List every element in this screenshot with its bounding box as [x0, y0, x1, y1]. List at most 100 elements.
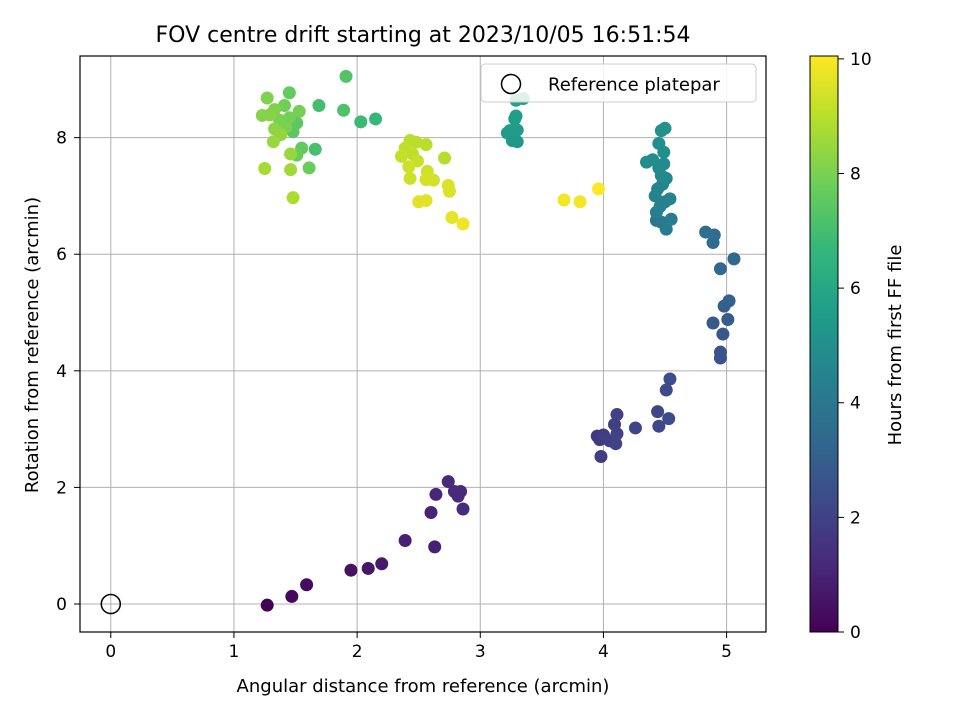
colorbar-tick-label: 0	[850, 623, 861, 643]
x-tick-label: 0	[105, 642, 116, 662]
data-point	[664, 212, 678, 226]
data-point	[451, 489, 465, 503]
data-point	[426, 173, 440, 187]
data-point	[258, 162, 272, 176]
data-point	[398, 533, 412, 547]
data-point	[573, 195, 587, 209]
data-point	[403, 171, 417, 185]
data-point	[592, 182, 606, 196]
x-tick-label: 2	[352, 642, 363, 662]
data-point	[716, 327, 730, 341]
colorbar-ticks: 0 2 4 6 8 10	[838, 50, 872, 643]
data-point	[659, 383, 673, 397]
data-point	[652, 419, 666, 433]
data-point	[651, 405, 665, 419]
data-point	[429, 487, 443, 501]
data-point	[260, 598, 274, 612]
data-point	[663, 192, 677, 206]
x-tick-label: 3	[475, 642, 486, 662]
data-point	[284, 147, 298, 161]
data-point	[292, 104, 306, 118]
scatter-points	[255, 69, 741, 612]
grid-lines	[80, 56, 766, 632]
data-point	[594, 450, 608, 464]
y-tick-label: 6	[56, 245, 67, 265]
colorbar: 0 2 4 6 8 10 Hours from first FF file	[809, 50, 906, 643]
data-point	[419, 194, 433, 208]
data-point	[361, 561, 375, 575]
data-point	[721, 313, 735, 327]
data-point	[428, 540, 442, 554]
data-point	[375, 557, 389, 571]
y-tick-label: 4	[56, 362, 67, 382]
data-point	[285, 589, 299, 603]
data-point	[344, 563, 358, 577]
x-tick-label: 5	[721, 642, 732, 662]
data-point	[509, 109, 523, 123]
data-point	[286, 191, 300, 205]
data-point	[659, 222, 673, 236]
data-point	[658, 121, 672, 135]
x-tick-label: 4	[598, 642, 609, 662]
data-point	[727, 252, 741, 266]
data-point	[713, 345, 727, 359]
data-point	[302, 161, 316, 175]
data-point	[652, 136, 666, 150]
data-point	[354, 115, 368, 129]
data-point	[640, 155, 654, 169]
colorbar-tick-label: 4	[850, 394, 861, 414]
reference-marker-layer	[100, 593, 122, 615]
data-point	[706, 316, 720, 330]
data-point	[713, 262, 727, 276]
x-axis-ticks: 0 1 2 3 4 5	[105, 632, 732, 662]
data-point	[438, 151, 452, 165]
y-axis-label: Rotation from reference (arcmin)	[22, 197, 43, 493]
colorbar-tick-label: 6	[850, 279, 861, 299]
data-point	[610, 408, 624, 422]
data-point	[445, 210, 459, 224]
x-axis-label: Angular distance from reference (arcmin)	[237, 676, 610, 697]
data-point	[337, 103, 351, 117]
legend-reference-marker	[500, 73, 522, 95]
data-point	[402, 160, 416, 174]
data-point	[441, 475, 455, 489]
data-point	[456, 217, 470, 231]
data-point	[663, 372, 677, 386]
data-point	[510, 123, 524, 137]
plot-frame	[79, 55, 767, 633]
legend-box	[480, 63, 757, 103]
data-point	[659, 171, 673, 185]
data-point	[266, 135, 280, 149]
data-point	[722, 294, 736, 308]
reference-platepar-marker	[100, 593, 122, 615]
y-tick-label: 0	[56, 595, 67, 615]
data-point	[369, 112, 383, 126]
data-point	[260, 91, 274, 105]
data-point	[442, 184, 456, 198]
colorbar-strip	[809, 55, 839, 633]
data-point	[609, 437, 623, 451]
y-tick-label: 8	[56, 129, 67, 149]
data-point	[255, 108, 269, 122]
data-point	[308, 142, 322, 156]
data-point	[628, 421, 642, 435]
data-point	[699, 225, 713, 239]
legend-entry-label: Reference platepar	[548, 75, 720, 96]
x-tick-label: 1	[229, 642, 240, 662]
data-point	[424, 505, 438, 519]
colorbar-tick-label: 10	[850, 50, 872, 70]
data-point	[277, 99, 291, 113]
data-point	[339, 69, 353, 83]
data-point	[419, 138, 433, 152]
data-point	[282, 86, 296, 100]
data-point	[284, 163, 298, 177]
data-point	[662, 412, 676, 426]
data-point	[557, 193, 571, 207]
y-axis-ticks: 0 2 4 6 8	[56, 129, 80, 615]
legend: Reference platepar	[480, 63, 757, 103]
y-tick-label: 2	[56, 478, 67, 498]
colorbar-label: Hours from first FF file	[885, 245, 906, 446]
colorbar-tick-label: 8	[850, 164, 861, 184]
data-point	[394, 149, 408, 163]
